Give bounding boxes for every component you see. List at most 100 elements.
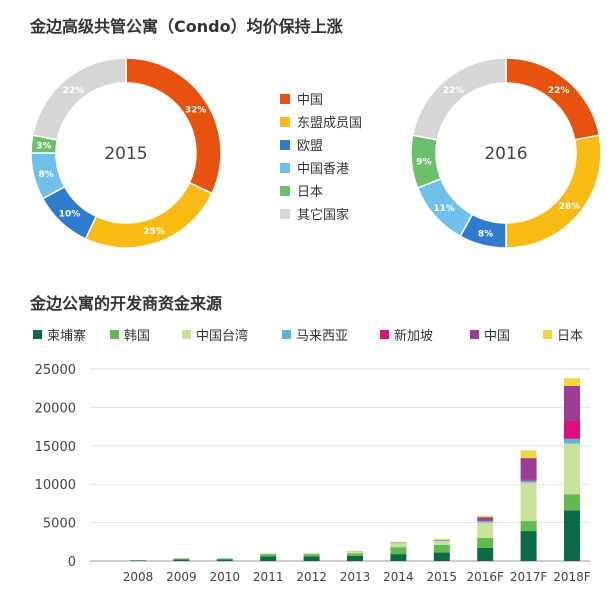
bar-segment-新加坡 xyxy=(564,420,580,439)
slice-label: 22% xyxy=(443,86,465,96)
x-tick-label: 2010 xyxy=(210,570,241,584)
x-tick-label: 2016F xyxy=(466,570,504,584)
y-tick-label: 0 xyxy=(68,555,76,570)
bar-segment-柬埔寨 xyxy=(260,556,277,561)
bar-segment-中国台湾 xyxy=(303,553,320,555)
bar-segment-马来西亚 xyxy=(433,539,450,542)
slice-label: 3% xyxy=(36,142,51,152)
legend-label: 马来西亚 xyxy=(296,329,348,344)
bar-segment-日本 xyxy=(564,378,580,386)
bar-segment-韩国 xyxy=(477,537,494,548)
legend-swatch xyxy=(110,330,119,339)
bar-segment-日本 xyxy=(390,541,407,543)
slice-label: 32% xyxy=(185,105,207,115)
bar-segment-中国台湾 xyxy=(564,443,580,495)
donut-center-year: 2015 xyxy=(104,144,147,164)
y-tick-label: 5000 xyxy=(43,517,76,532)
bar-segment-中国台湾 xyxy=(477,522,494,538)
slice-label: 11% xyxy=(433,204,455,214)
bar-segment-韩国 xyxy=(433,544,450,553)
bar-segment-韩国 xyxy=(564,494,580,511)
bar-segment-柬埔寨 xyxy=(390,554,407,561)
top-chart-title: 金边高级共管公寓（Condo）均价保持上涨 xyxy=(30,17,343,36)
x-tick-label: 2011 xyxy=(253,570,284,584)
stacked-bar-chart: 柬埔寨 韩国 中国台湾 马来西亚 新加坡 中国 日本 0 5000 10000 15000 20000… xyxy=(33,328,591,584)
bar-segment-日本 xyxy=(433,538,450,540)
slice-label: 10% xyxy=(59,210,81,220)
bottom-chart-title: 金边公寓的开发商资金来源 xyxy=(30,294,223,313)
legend-swatch xyxy=(280,163,290,173)
bar-segment-韩国 xyxy=(173,558,190,560)
legend-label: 日本 xyxy=(557,329,583,344)
bar-segment-柬埔寨 xyxy=(173,559,190,561)
donut-slice-其它国家 xyxy=(411,57,507,141)
slice-label: 28% xyxy=(559,202,581,212)
bar-segment-韩国 xyxy=(520,521,537,532)
legend-label: 中国台湾 xyxy=(196,328,248,344)
donut-chart-2015: 32% 25% 10% 8% 3% 22% 2015 xyxy=(30,57,222,249)
legend-label: 中国香港 xyxy=(297,162,349,177)
donut-slice-中国 xyxy=(125,57,222,195)
legend-label: 柬埔寨 xyxy=(47,328,86,344)
bar-segment-中国台湾 xyxy=(390,543,407,548)
bar-segment-柬埔寨 xyxy=(564,510,580,561)
bar-segment-韩国 xyxy=(390,547,407,555)
slice-label: 8% xyxy=(478,229,493,239)
legend-swatch xyxy=(380,330,389,339)
bar-segment-中国台湾 xyxy=(520,482,537,522)
legend-label: 韩国 xyxy=(124,329,150,344)
bar-segment-马来西亚 xyxy=(477,521,494,523)
bar-segment-中国台湾 xyxy=(347,551,363,554)
donut-center-year: 2016 xyxy=(484,144,527,164)
y-tick-label: 15000 xyxy=(35,440,76,455)
bar-segment-柬埔寨 xyxy=(520,531,537,561)
bar-segment-柬埔寨 xyxy=(477,547,494,561)
bar-segment-日本 xyxy=(477,515,494,518)
legend-swatch xyxy=(280,117,290,127)
legend-swatch xyxy=(33,330,42,339)
donut-slice-中国 xyxy=(505,57,601,141)
legend-swatch xyxy=(182,330,191,339)
bar-segment-中国 xyxy=(520,458,537,480)
bar-segment-日本 xyxy=(520,450,537,459)
legend-label: 日本 xyxy=(297,185,323,200)
bar-segment-韩国 xyxy=(303,554,320,557)
x-tick-label: 2009 xyxy=(166,570,197,584)
bar-segment-中国台湾 xyxy=(260,553,277,555)
bar-segment-韩国 xyxy=(347,553,363,557)
bar-segment-中国 xyxy=(477,517,494,521)
donut-slice-东盟成员国 xyxy=(84,181,213,249)
legend-swatch xyxy=(543,330,552,339)
bar-segment-韩国 xyxy=(260,554,277,557)
donut-chart-2016: 22% 28% 8% 11% 9% 22% 2016 xyxy=(410,57,602,249)
legend-label: 新加坡 xyxy=(394,328,433,344)
bar-segment-韩国 xyxy=(216,558,233,560)
bar-segment-中国台湾 xyxy=(433,541,450,545)
legend-swatch xyxy=(470,330,479,339)
bar-segment-柬埔寨 xyxy=(216,559,233,561)
slice-label: 8% xyxy=(38,170,53,180)
bar-segment-马来西亚 xyxy=(564,438,580,444)
bar-segment-柬埔寨 xyxy=(303,556,320,561)
bar-segment-新加坡 xyxy=(520,479,537,481)
x-tick-label: 2017F xyxy=(510,570,548,584)
x-tick-label: 2015 xyxy=(427,570,458,584)
bar-segment-柬埔寨 xyxy=(433,552,450,561)
legend-swatch xyxy=(280,209,290,219)
bar-segment-柬埔寨 xyxy=(130,560,146,561)
y-tick-label: 10000 xyxy=(35,478,76,493)
legend-label: 其它国家 xyxy=(297,207,349,223)
bar-segment-马来西亚 xyxy=(520,480,537,483)
y-tick-label: 20000 xyxy=(35,401,76,416)
slice-label: 22% xyxy=(548,86,570,96)
bar-segment-中国 xyxy=(564,385,580,421)
slice-label: 9% xyxy=(416,157,431,167)
legend-swatch xyxy=(280,140,290,150)
x-tick-label: 2008 xyxy=(123,570,154,584)
bar-segment-马来西亚 xyxy=(390,542,407,544)
slice-label: 22% xyxy=(63,86,85,96)
x-tick-label: 2014 xyxy=(383,570,414,584)
x-tick-label: 2018F xyxy=(553,570,591,584)
